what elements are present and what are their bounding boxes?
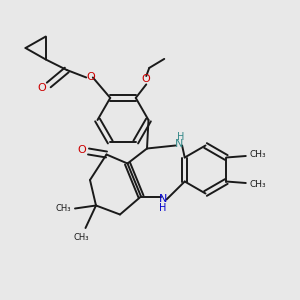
Text: H: H bbox=[177, 132, 184, 142]
Text: CH₃: CH₃ bbox=[56, 204, 71, 213]
Text: O: O bbox=[142, 74, 151, 84]
Text: H: H bbox=[159, 203, 167, 213]
Text: O: O bbox=[77, 145, 86, 155]
Text: O: O bbox=[86, 73, 95, 82]
Text: N: N bbox=[175, 139, 183, 149]
Text: N: N bbox=[159, 194, 168, 205]
Text: CH₃: CH₃ bbox=[73, 233, 89, 242]
Text: O: O bbox=[38, 83, 46, 93]
Text: CH₃: CH₃ bbox=[250, 180, 266, 189]
Text: CH₃: CH₃ bbox=[250, 150, 266, 159]
